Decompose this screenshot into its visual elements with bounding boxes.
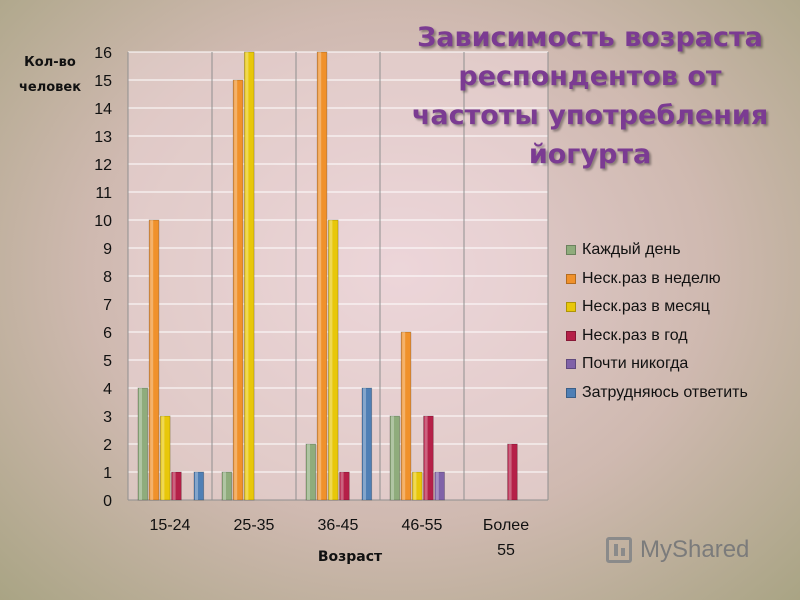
bar bbox=[193, 471, 205, 501]
y-tick-label: 6 bbox=[103, 325, 112, 342]
y-tick-label: 2 bbox=[103, 437, 112, 454]
bar-highlight bbox=[245, 52, 249, 500]
bar-highlight bbox=[391, 416, 394, 500]
bar bbox=[305, 443, 317, 501]
bar bbox=[411, 471, 423, 501]
y-tick-label: 15 bbox=[94, 73, 112, 90]
bar bbox=[400, 331, 412, 501]
y-tick-label: 7 bbox=[103, 297, 112, 314]
bar-highlight bbox=[413, 472, 417, 500]
bar bbox=[507, 443, 518, 501]
bar-highlight bbox=[150, 220, 154, 500]
bar bbox=[339, 471, 350, 501]
y-axis-label: Кол-во человек bbox=[18, 55, 82, 95]
legend-item: Почти никогда bbox=[566, 350, 796, 379]
y-tick-label: 10 bbox=[94, 213, 112, 230]
bar bbox=[423, 415, 434, 501]
legend-label: Неск.раз в неделю bbox=[582, 269, 721, 287]
legend-label: Неск.раз в год bbox=[582, 326, 688, 344]
bar bbox=[316, 51, 328, 501]
bar bbox=[389, 415, 401, 501]
legend-item: Неск.раз в год bbox=[566, 322, 796, 351]
y-tick-label: 3 bbox=[103, 409, 112, 426]
legend-label: Затрудняюсь ответить bbox=[582, 383, 748, 401]
bar bbox=[221, 471, 233, 501]
bar-highlight bbox=[234, 80, 238, 500]
legend-swatch bbox=[566, 273, 576, 284]
legend-item: Затрудняюсь ответить bbox=[566, 379, 796, 408]
bar-highlight bbox=[329, 220, 333, 500]
bar bbox=[327, 219, 339, 501]
x-tick-label: 46-55 bbox=[402, 517, 443, 534]
x-axis-label: Возраст bbox=[317, 549, 383, 565]
y-tick-label: 0 bbox=[103, 493, 112, 510]
bar bbox=[232, 79, 244, 501]
bar-highlight bbox=[435, 472, 439, 500]
bar bbox=[361, 387, 373, 501]
legend-swatch bbox=[566, 359, 576, 370]
bar-highlight bbox=[223, 472, 226, 500]
y-tick-label: 4 bbox=[103, 381, 112, 398]
bar-highlight bbox=[307, 444, 310, 500]
y-tick-label: 9 bbox=[103, 241, 112, 258]
y-tick-label: 12 bbox=[94, 157, 112, 174]
x-tick-label: Более bbox=[483, 517, 529, 534]
x-tick-label: 25-35 bbox=[234, 517, 275, 534]
bar bbox=[434, 471, 445, 501]
y-tick-label: 1 bbox=[103, 465, 112, 482]
y-tick-label: 13 bbox=[94, 129, 112, 146]
bar-highlight bbox=[508, 444, 512, 500]
chart-logo-icon bbox=[606, 537, 632, 563]
legend-item: Каждый день bbox=[566, 236, 796, 265]
x-tick-label: 15-24 bbox=[150, 517, 191, 534]
legend-item: Неск.раз в неделю bbox=[566, 265, 796, 294]
bar-highlight bbox=[161, 416, 165, 500]
y-tick-label: 8 bbox=[103, 269, 112, 286]
bar bbox=[159, 415, 171, 501]
legend-label: Почти никогда bbox=[582, 355, 689, 373]
y-tick-label: 11 bbox=[95, 185, 112, 202]
bar-highlight bbox=[172, 472, 176, 500]
x-tick-label: 36-45 bbox=[318, 517, 359, 534]
bar bbox=[171, 471, 182, 501]
bar-highlight bbox=[363, 388, 366, 500]
bar-highlight bbox=[424, 416, 428, 500]
bar-highlight bbox=[195, 472, 198, 500]
y-tick-label: 16 bbox=[94, 45, 112, 62]
bar-highlight bbox=[318, 52, 322, 500]
bar-highlight bbox=[402, 332, 406, 500]
bar bbox=[243, 51, 255, 501]
watermark: MyShared bbox=[606, 536, 749, 564]
legend-label: Каждый день bbox=[582, 241, 681, 259]
chart-legend: Каждый день Неск.раз в неделю Неск.раз в… bbox=[566, 236, 796, 407]
bar-highlight bbox=[340, 472, 344, 500]
bars bbox=[137, 51, 518, 501]
bar-highlight bbox=[139, 388, 142, 500]
bar bbox=[148, 219, 160, 501]
bar bbox=[137, 387, 149, 501]
watermark-text: MyShared bbox=[640, 536, 750, 563]
legend-swatch bbox=[566, 387, 576, 398]
legend-item: Неск.раз в месяц bbox=[566, 293, 796, 322]
legend-swatch bbox=[566, 302, 576, 313]
legend-swatch bbox=[566, 330, 576, 341]
chart-title: Зависимость возраста респондентов от час… bbox=[411, 22, 769, 170]
legend-label: Неск.раз в месяц bbox=[582, 298, 710, 316]
x-tick-label: 55 bbox=[497, 542, 515, 559]
y-tick-label: 14 bbox=[94, 101, 112, 118]
legend-swatch bbox=[566, 245, 576, 256]
y-tick-label: 5 bbox=[103, 353, 112, 370]
